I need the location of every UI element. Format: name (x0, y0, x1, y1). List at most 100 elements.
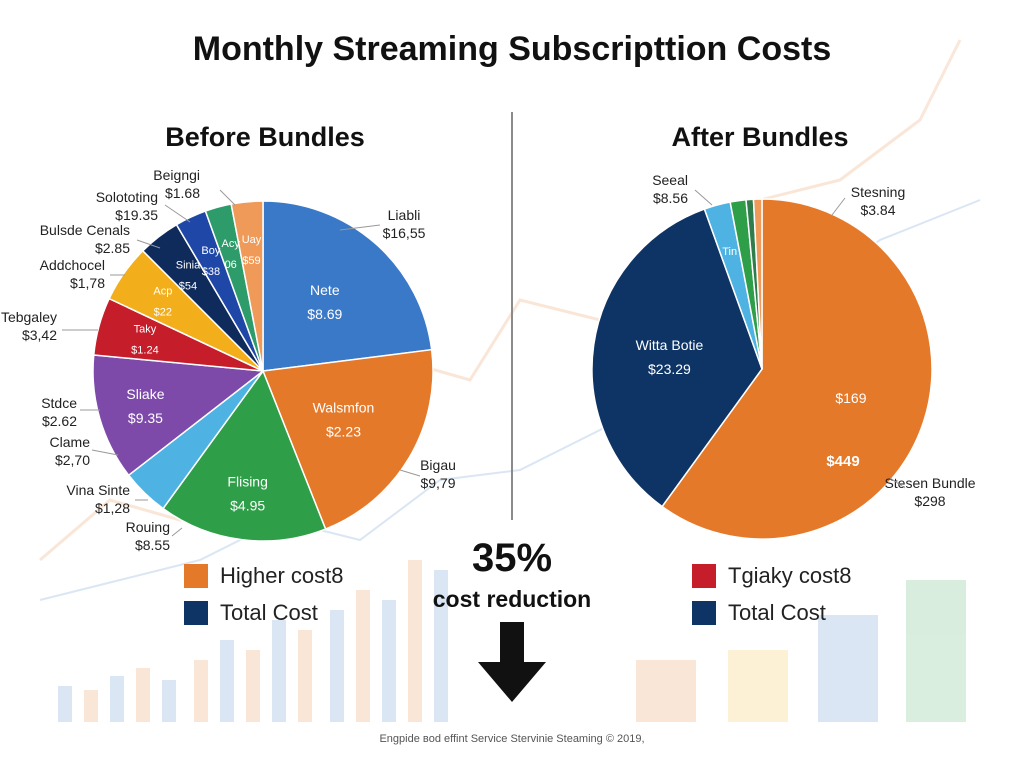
legend-label: Total Cost (728, 600, 826, 625)
subtitle-before: Before Bundles (165, 122, 365, 152)
callout-value: $1,28 (95, 500, 130, 516)
callout-line (831, 197, 846, 216)
slice-value-label: $59 (242, 255, 260, 267)
bg-bar (636, 660, 696, 722)
callout-name: Bigau (420, 457, 456, 473)
slice-label: Boy (201, 245, 220, 257)
callout-name: Tebgaley (1, 309, 57, 325)
slice-label: Tin (722, 246, 737, 258)
pie-slice (752, 198, 763, 370)
pie-slice (230, 200, 264, 372)
bg-bar (246, 650, 260, 722)
callout-value: $3.84 (860, 202, 895, 218)
callout-line (91, 449, 119, 456)
slice-value-label: $22 (154, 307, 172, 319)
slice-value-label: $169 (835, 390, 866, 406)
bg-bar (728, 650, 788, 722)
slice-label: Acy (222, 238, 241, 250)
legend-item: Total Cost (184, 600, 318, 626)
pie-slice (591, 208, 763, 508)
slice-label: Flising (227, 473, 267, 489)
callout-value: $16,55 (383, 225, 426, 241)
bg-bar (382, 600, 396, 722)
slice-label: Nete (310, 282, 340, 298)
slice-label: Acp (153, 286, 172, 298)
bg-bar (58, 686, 72, 722)
callout-name: Seeal (652, 172, 688, 188)
chart-title: Monthly Streaming Subscripttion Costs (192, 30, 832, 68)
bg-bar (136, 668, 150, 722)
bg-bar (220, 640, 234, 722)
center-divider (511, 112, 513, 520)
callout-line (889, 477, 906, 489)
pie-before-bundles: Nete $8.69 Walsmfon $2.23 Flising $4.95 Sliake… (92, 200, 434, 542)
legend-item: Higher cost8 (184, 563, 344, 589)
legend-label: Tgiaky cost8 (728, 563, 852, 588)
callout-value: $3,42 (22, 327, 57, 343)
callout-name: Stdce (41, 395, 77, 411)
callout-line (136, 239, 161, 249)
callout-line (164, 204, 191, 223)
legend-swatch (184, 564, 208, 588)
slice-value-label: $38 (202, 266, 220, 278)
callout-name: Stesen Bundle (884, 475, 975, 491)
legend-swatch (692, 601, 716, 625)
footer-credit: Engpide вod effint Service Stervinie Ste… (379, 733, 645, 745)
callout-name: Addchocel (40, 257, 105, 273)
callout-value: $8.55 (135, 537, 170, 553)
pie-slice (261, 348, 434, 531)
bg-bar (408, 560, 422, 722)
slice-value-label: $54 (179, 280, 197, 292)
pie-slice (661, 198, 933, 540)
callout-line (399, 469, 421, 477)
slice-value-label: $9.35 (128, 410, 163, 426)
slice-label: Uay (242, 234, 262, 246)
slice-value-label: $2.23 (326, 424, 361, 440)
bg-bar (434, 570, 448, 722)
callout-value: $298 (914, 493, 945, 509)
legend-item: Total Cost (692, 600, 826, 626)
callout-line (219, 189, 236, 206)
reduction-label: cost reduction (432, 586, 592, 612)
callout-name: Rouing (126, 519, 170, 535)
callout-line (694, 189, 713, 206)
callout-name: Vina Sinte (66, 482, 130, 498)
callout-name: Solototing (96, 189, 158, 205)
slice-inner-label: $449 (826, 453, 859, 470)
bg-bar (194, 660, 208, 722)
reduction-percent: 35% (471, 536, 553, 580)
slice-value-label: $1.24 (131, 345, 159, 357)
callout-value: $2.85 (95, 240, 130, 256)
callout-value: $8.56 (653, 190, 688, 206)
slice-value-label: 06 (225, 259, 237, 271)
slice-label: Sinia (176, 259, 201, 271)
callout-value: $2,70 (55, 452, 90, 468)
bg-bar (162, 680, 176, 722)
slice-label: Sliake (126, 386, 164, 402)
bg-bar (356, 590, 370, 722)
callout-name: Beigngi (153, 167, 200, 183)
callout-name: Liabli (388, 207, 421, 223)
callout-value: $9,79 (420, 475, 455, 491)
legend-swatch (692, 564, 716, 588)
slice-value-label: $4.95 (230, 497, 265, 513)
bg-bar (272, 620, 286, 722)
callout-name: Clame (50, 434, 91, 450)
slice-label: Taky (134, 324, 157, 336)
down-arrow-icon (478, 622, 546, 702)
callout-name: Bulsde Cenals (40, 222, 130, 238)
pie-after-bundles: $169 Witta Botie $23.29 Tin $449 (591, 198, 933, 540)
callout-name: Stesning (851, 184, 905, 200)
bg-bar (818, 615, 878, 722)
callout-value: $1,78 (70, 275, 105, 291)
bg-bar (906, 580, 966, 722)
pie-slice (162, 369, 327, 542)
legend-swatch (184, 601, 208, 625)
pie-slice (262, 200, 433, 372)
callout-value: $19.35 (115, 207, 158, 223)
bg-bar (110, 676, 124, 722)
slice-value-label: $8.69 (307, 306, 342, 322)
callout-value: $2.62 (42, 413, 77, 429)
